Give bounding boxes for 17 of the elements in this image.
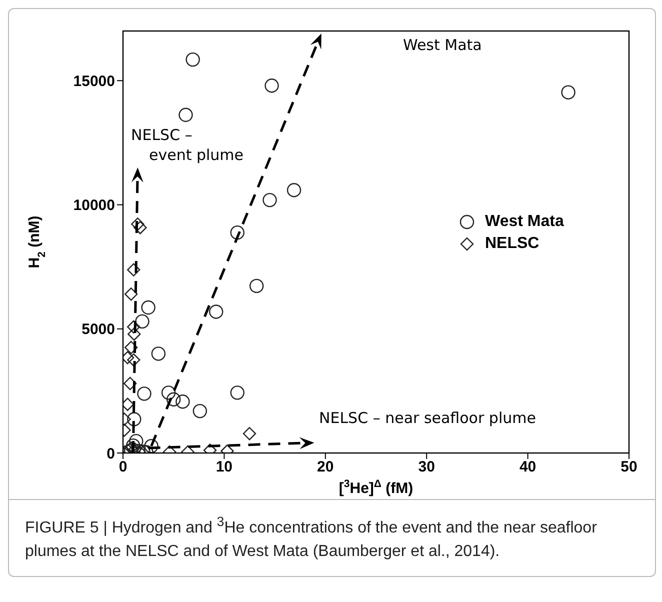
- x-tick-label: 10: [216, 458, 233, 476]
- annotation: West Mata: [403, 36, 482, 54]
- x-tick-label: 0: [118, 458, 128, 476]
- x-axis-title: [$^{3}$He]$^{Δ}$ (fM): [338, 478, 414, 497]
- caption: FIGURE 5 | Hydrogen and $^{3}$He concentrations of the event and the near seafloor plumes at the NELSC and of West Mata (Baumberger et al., 2014).: [9, 499, 655, 576]
- x-tick-label: 20: [317, 458, 334, 476]
- y-tick-label: 0: [106, 445, 115, 462]
- annotation: NELSC – near seafloor plume: [319, 409, 536, 428]
- x-tick-label: 30: [418, 458, 435, 476]
- annotation: NELSC – event plume: [131, 126, 244, 164]
- x-tick-label: 40: [519, 458, 536, 476]
- legend-label: NELSC: [485, 235, 540, 252]
- y-tick-label: 15000: [73, 72, 115, 90]
- y-tick-label: 5000: [82, 321, 115, 338]
- legend-label: West Mata: [485, 213, 564, 230]
- x-tick-label: 50: [620, 458, 638, 476]
- y-tick-label: 10000: [73, 197, 115, 214]
